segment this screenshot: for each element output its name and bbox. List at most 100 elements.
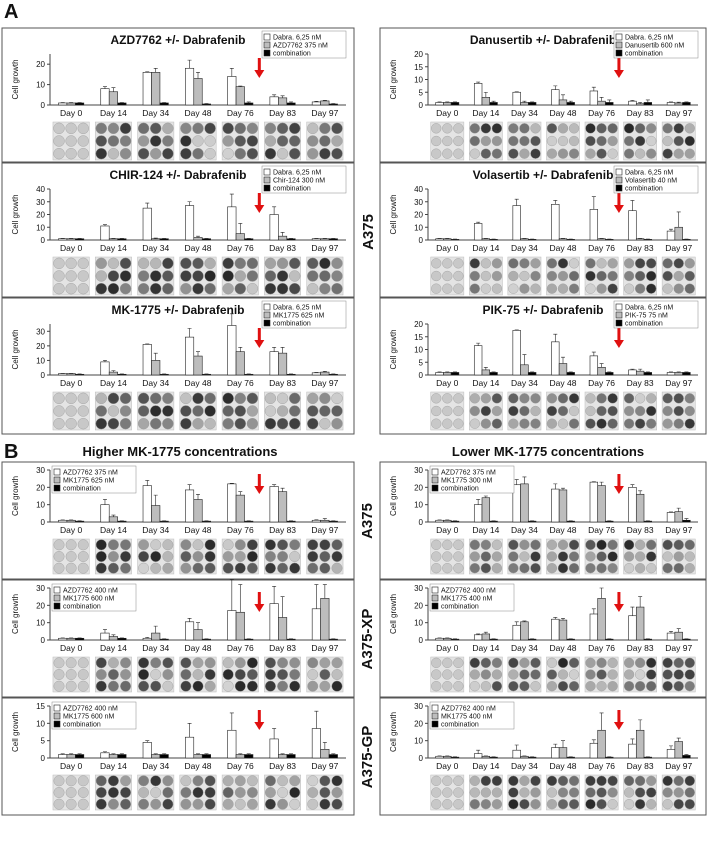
well [53, 775, 65, 787]
well [546, 123, 558, 134]
error-bar [599, 587, 604, 599]
bar [481, 497, 491, 523]
error-bar [272, 94, 277, 97]
well [585, 657, 596, 668]
error-bar [476, 633, 481, 635]
x-tick-label: Day 83 [269, 243, 296, 253]
well [319, 775, 331, 787]
well [307, 562, 319, 574]
well [431, 283, 442, 294]
well [442, 539, 453, 550]
bar [443, 238, 452, 241]
well [568, 418, 580, 429]
error-bar [599, 481, 604, 486]
well [77, 392, 89, 404]
well [596, 135, 607, 147]
well [162, 418, 174, 430]
error-bar [491, 100, 496, 103]
well [469, 283, 480, 294]
well [568, 799, 580, 810]
error-bar [437, 371, 442, 373]
error-bar [591, 196, 596, 210]
x-tick-label: Day 48 [185, 378, 212, 388]
well [277, 775, 289, 787]
well [673, 775, 684, 786]
well [137, 392, 150, 404]
error-bar [187, 723, 192, 738]
well [65, 257, 77, 269]
well [234, 539, 246, 551]
x-tick-label: Day 48 [550, 525, 577, 535]
well [119, 283, 132, 295]
error-bar [676, 507, 681, 512]
well [119, 135, 132, 147]
error-bar [630, 368, 635, 370]
well [557, 123, 569, 134]
error-bar [238, 223, 243, 234]
error-bar [196, 235, 200, 238]
well [65, 551, 77, 562]
error-bar [553, 483, 558, 490]
well [150, 775, 162, 787]
bar [643, 638, 653, 641]
well [289, 669, 301, 680]
well [53, 405, 65, 417]
well [568, 270, 580, 282]
bar [551, 89, 560, 106]
well [192, 787, 204, 798]
bar [244, 238, 254, 241]
well [222, 148, 234, 160]
bar [674, 511, 683, 523]
x-tick-label: Day 0 [60, 243, 82, 253]
well [107, 539, 119, 551]
error-bar [153, 67, 158, 73]
well [234, 418, 246, 430]
legend-swatch [431, 476, 439, 484]
error-bar [153, 625, 158, 634]
well [623, 405, 635, 417]
well [546, 551, 558, 562]
well [204, 257, 216, 269]
well [204, 122, 216, 134]
y-tick-label: 10 [414, 737, 423, 746]
well [222, 562, 234, 574]
bar [66, 519, 76, 523]
bar [589, 613, 599, 641]
well [431, 669, 442, 680]
bar [108, 371, 118, 376]
bar [527, 520, 537, 523]
y-axis-label: Cell growth [11, 329, 20, 369]
well [162, 135, 174, 147]
well [568, 551, 580, 562]
bar [443, 755, 452, 759]
error-bar [568, 100, 573, 103]
well [65, 798, 77, 810]
x-tick-label: Day 14 [472, 761, 499, 771]
well [530, 393, 541, 404]
bar [328, 754, 338, 759]
x-tick-label: Day 97 [665, 108, 692, 118]
y-tick-label: 10 [36, 619, 45, 628]
legend-swatch [53, 468, 61, 476]
well [431, 657, 442, 668]
well [530, 669, 541, 680]
well [95, 669, 107, 680]
bar [520, 755, 529, 759]
y-axis-label: Cell growth [389, 329, 398, 369]
legend-swatch [263, 184, 271, 192]
well [442, 799, 453, 810]
y-tick-label: 20 [36, 483, 45, 492]
well [519, 148, 530, 159]
x-tick-label: Day 97 [311, 243, 338, 253]
well [137, 257, 150, 269]
y-tick-label: 15 [414, 333, 423, 342]
bar [643, 756, 653, 759]
well [519, 418, 530, 429]
well [120, 787, 131, 798]
well [307, 283, 319, 295]
well [138, 680, 150, 692]
arrow-head [254, 604, 265, 612]
well [307, 680, 319, 692]
error-bar [676, 101, 681, 103]
bar [159, 520, 169, 523]
